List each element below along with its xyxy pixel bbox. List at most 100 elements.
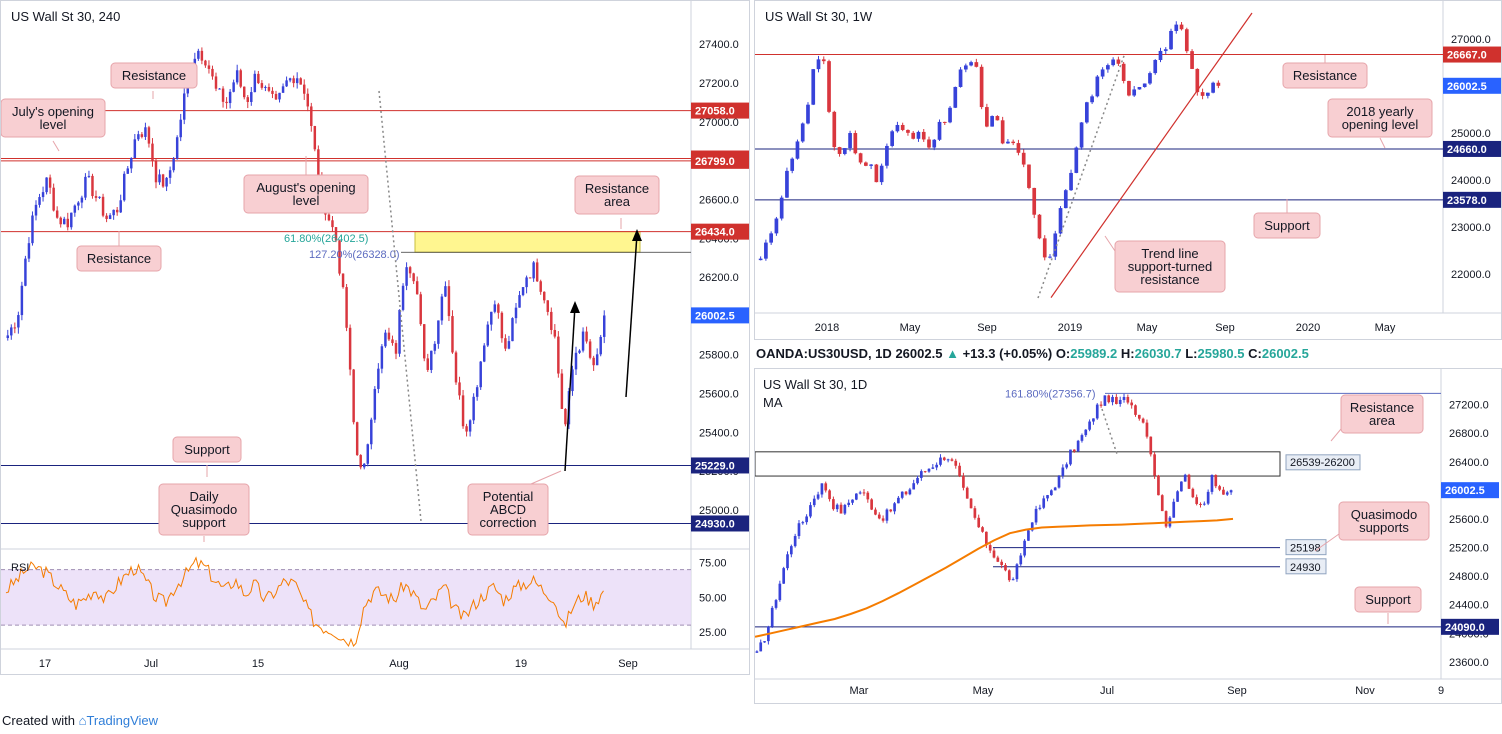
wk-candle-body: [1179, 24, 1184, 30]
wk-candle-body: [795, 141, 800, 159]
h4-candle-body: [401, 285, 405, 310]
wk-candle-body: [927, 139, 931, 148]
d1-candle-body: [1000, 561, 1003, 566]
chart-title-weekly: US Wall St 30, 1W: [765, 9, 873, 24]
d1-candle-body: [809, 505, 812, 517]
d1-candle-body: [1157, 475, 1160, 496]
weekly-x-tick-label: Sep: [1215, 322, 1235, 334]
h4-candle-body: [317, 149, 320, 177]
chart-daily-canvas[interactable]: 26539-26200 161.80%(27356.7) 25198 24930 272…: [755, 369, 1501, 703]
d1-candle-body: [1072, 449, 1076, 452]
h4-candle-body: [398, 309, 401, 354]
level-4h-tag: [691, 223, 749, 240]
level-weekly-tag-label: 23578.0: [1447, 195, 1487, 207]
h4-candle-body: [483, 345, 486, 362]
d1-candle-body: [881, 518, 885, 521]
weekly-x-tick-label: 2019: [1058, 322, 1082, 334]
chart-weekly-canvas[interactable]: 27000.026000.025000.024000.023000.022000…: [755, 1, 1501, 339]
h4-candle-body: [355, 422, 359, 456]
fib-618-label: 61.80%(26402.5): [284, 233, 368, 245]
wk-candle-body: [1011, 141, 1016, 144]
daily-x-tick-label: May: [973, 685, 994, 697]
d1-candle-body: [889, 509, 893, 512]
h4-candle-body: [130, 157, 133, 169]
h4-candle-body: [137, 134, 140, 140]
fib-dotted-line-daily: [1101, 408, 1118, 455]
resistance-area-callout: [574, 175, 660, 215]
h4-candle-body: [211, 68, 214, 77]
august-opening-callout-text: level: [293, 193, 320, 208]
rsi-label: RSI: [11, 562, 29, 574]
d1-candle-body: [1180, 481, 1183, 492]
h4-candle-body: [34, 204, 38, 216]
d1-candle-body: [1092, 418, 1095, 422]
h4-candle-body: [412, 273, 415, 282]
daily-y-tick-label: 26800.0: [1449, 428, 1489, 440]
h4-x-tick-label: Aug: [389, 658, 409, 670]
wk-candle-body: [1006, 141, 1010, 144]
h4-y-tick-label: 27000.0: [699, 117, 739, 129]
wk-candle-body: [1027, 164, 1031, 188]
current-price-daily-tag-label: 26002.5: [1445, 485, 1485, 497]
h4-candle-body: [246, 97, 249, 102]
wk-candle-body: [1137, 87, 1142, 90]
wk-candle-body: [895, 124, 900, 132]
chart-panel-daily[interactable]: US Wall St 30, 1D MA 26539-26200 161.80%(…: [754, 368, 1502, 704]
wk-candle-body: [758, 258, 763, 261]
d1-candle-body: [1111, 396, 1114, 403]
h4-candle-body: [66, 218, 69, 228]
wk-candle-body: [779, 197, 784, 219]
h4-candle-body: [20, 285, 24, 316]
h4-candle-body: [564, 408, 567, 425]
level-weekly-tag-label: 26667.0: [1447, 50, 1487, 62]
h4-candle-body: [285, 80, 288, 87]
wk-candle-body: [974, 62, 979, 67]
d1-candle-body: [942, 457, 946, 460]
wk-candle-body: [774, 218, 779, 234]
d1-candle-body: [1225, 492, 1229, 495]
tradingview-brand[interactable]: TradingView: [86, 713, 159, 728]
tradingview-logo-icon[interactable]: ⌂: [78, 713, 87, 728]
wk-candle-body: [821, 59, 826, 62]
fib-1272-label: 127.20%(26328.0): [309, 249, 400, 261]
h4-candle-body: [373, 388, 377, 420]
wk-candle-body: [1142, 83, 1147, 88]
h4-candle-body: [585, 331, 588, 342]
h4-candle-body: [426, 358, 429, 370]
h4-y-tick-label: 25600.0: [699, 388, 739, 400]
yearly-opening-callout-text: opening level: [1342, 117, 1419, 132]
abcd-arrow: [564, 305, 576, 472]
chart-panel-weekly[interactable]: US Wall St 30, 1W 27000.026000.025000.02…: [754, 0, 1502, 340]
h4-candle-body: [133, 139, 137, 158]
chart-4h-canvas[interactable]: 61.80%(26402.5) 127.20%(26328.0) 27400.0 27…: [1, 1, 749, 674]
h4-candle-body: [468, 420, 472, 432]
wk-candle-body: [879, 165, 884, 183]
h4-candle-body: [10, 327, 13, 336]
h4-candle-body: [243, 86, 246, 98]
level-label-daily: 25198: [1290, 543, 1321, 555]
h4-candle-body: [228, 91, 232, 104]
h4-x-tick-label: Sep: [618, 658, 638, 670]
h4-candle-body: [458, 382, 461, 396]
h4-candle-body: [6, 335, 9, 339]
h4-candle-body: [260, 83, 264, 88]
support-daily-callout-text: Support: [1365, 592, 1411, 607]
current-price-daily-tag: [1441, 482, 1499, 499]
h4-candle-body: [546, 300, 549, 312]
d1-candle-body: [843, 504, 847, 514]
h4-candle-body: [250, 92, 253, 102]
d1-candle-body: [816, 494, 820, 499]
daily-y-tick-label: 25600.0: [1449, 514, 1489, 526]
wk-candle-body: [1148, 73, 1152, 84]
level-4h-tag-label: 25229.0: [695, 460, 735, 472]
wk-candle-body: [906, 129, 910, 133]
h4-candle-body: [179, 119, 182, 138]
daily-y-tick-label: 26400.0: [1449, 457, 1489, 469]
daily-y-tick-label: 24800.0: [1449, 571, 1489, 583]
chart-panel-4h[interactable]: US Wall St 30, 240 61.80%(26402.5) 127.20…: [0, 0, 750, 675]
h4-candle-body: [17, 315, 20, 328]
d1-candle-body: [828, 490, 831, 500]
wk-candle-body: [1032, 187, 1037, 215]
abcd-callout: [467, 483, 549, 536]
h4-candle-body: [595, 354, 599, 366]
